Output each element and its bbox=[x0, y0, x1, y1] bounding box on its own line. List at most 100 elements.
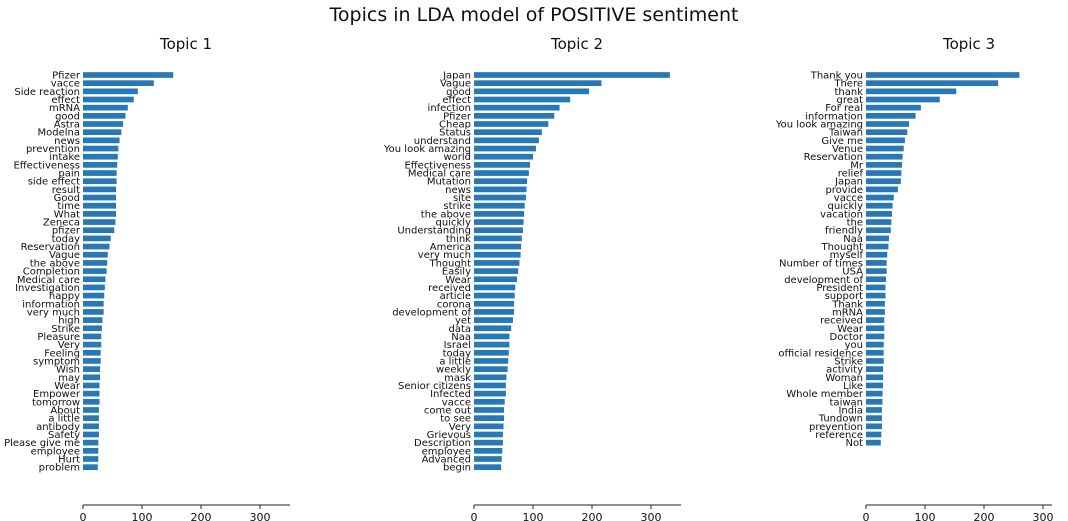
bar bbox=[474, 219, 524, 225]
bar bbox=[474, 202, 525, 209]
category-label: Safety bbox=[48, 430, 80, 441]
category-label: Status bbox=[439, 128, 471, 139]
bar bbox=[83, 145, 119, 152]
category-label: Investigation bbox=[15, 283, 80, 294]
bar bbox=[83, 382, 100, 389]
category-label: Strike bbox=[834, 356, 863, 367]
bar bbox=[474, 439, 503, 446]
bar bbox=[474, 178, 528, 185]
bar bbox=[866, 333, 885, 340]
bar bbox=[866, 260, 887, 266]
bar bbox=[474, 333, 510, 340]
category-label: to see bbox=[440, 414, 471, 425]
bar bbox=[83, 227, 115, 234]
category-label: You look amazing bbox=[383, 144, 471, 155]
bar bbox=[83, 153, 118, 160]
category-label: very much bbox=[27, 307, 80, 318]
category-label: Medical care bbox=[17, 275, 80, 286]
bar bbox=[83, 284, 105, 291]
bar bbox=[474, 374, 507, 381]
bar bbox=[866, 415, 882, 421]
category-label: symptom bbox=[33, 356, 80, 367]
bar bbox=[866, 407, 882, 413]
category-label: mRNA bbox=[832, 307, 863, 318]
x-tick-label: 200 bbox=[974, 511, 995, 521]
panel-title: Topic 1 bbox=[159, 35, 212, 53]
category-label: Japan bbox=[834, 177, 863, 188]
bar bbox=[83, 243, 110, 250]
category-label: Side reaction bbox=[14, 87, 80, 98]
bar bbox=[866, 374, 884, 381]
bar bbox=[83, 374, 101, 381]
category-label: quickly bbox=[436, 218, 472, 229]
category-label: relief bbox=[838, 169, 864, 180]
category-label: very much bbox=[418, 250, 471, 261]
category-label: vacation bbox=[820, 209, 863, 220]
category-label: official residence bbox=[778, 348, 863, 359]
category-label: thank bbox=[834, 87, 863, 98]
category-label: the above bbox=[421, 209, 471, 220]
bar bbox=[474, 88, 590, 95]
category-label: Give me bbox=[821, 136, 863, 147]
bar bbox=[83, 464, 98, 471]
bar bbox=[866, 186, 898, 193]
category-label: Not bbox=[845, 438, 863, 449]
bar bbox=[866, 113, 916, 119]
category-label: Wish bbox=[56, 365, 80, 376]
bar bbox=[83, 317, 103, 323]
category-label: Woman bbox=[825, 373, 863, 384]
panel-title: Topic 3 bbox=[942, 35, 995, 53]
bar bbox=[866, 72, 1020, 78]
category-label: Description bbox=[414, 438, 471, 449]
bar bbox=[83, 104, 128, 111]
bar bbox=[83, 349, 101, 356]
bar bbox=[866, 121, 910, 127]
bar bbox=[83, 407, 99, 413]
x-tick-label: 200 bbox=[191, 511, 212, 521]
x-tick-label: 300 bbox=[1033, 511, 1054, 521]
bar bbox=[474, 300, 515, 307]
category-label: vacce bbox=[834, 193, 863, 204]
bar bbox=[474, 447, 503, 454]
bar bbox=[474, 268, 519, 274]
category-label: Wear bbox=[445, 275, 472, 286]
bar bbox=[474, 341, 510, 348]
bar bbox=[83, 162, 118, 168]
category-label: think bbox=[446, 234, 471, 245]
bar bbox=[83, 113, 126, 119]
bar bbox=[474, 80, 602, 87]
bar bbox=[83, 80, 154, 87]
bar bbox=[866, 88, 957, 95]
category-label: understand bbox=[414, 136, 471, 147]
category-label: Effectiveness bbox=[404, 160, 471, 171]
bar bbox=[83, 96, 134, 103]
bar bbox=[474, 366, 508, 372]
category-label: India bbox=[838, 405, 863, 416]
bar bbox=[83, 178, 117, 185]
bar bbox=[866, 366, 884, 372]
category-label: mask bbox=[444, 373, 471, 384]
category-label: employee bbox=[31, 446, 80, 457]
bar bbox=[474, 325, 512, 332]
bar bbox=[83, 439, 99, 446]
bar bbox=[474, 309, 515, 315]
x-tick-label: 100 bbox=[915, 511, 936, 521]
bar bbox=[83, 170, 117, 176]
category-label: happy bbox=[49, 291, 80, 302]
category-label: Thank you bbox=[810, 71, 863, 82]
category-label: infection bbox=[428, 103, 471, 114]
category-label: article bbox=[440, 291, 471, 302]
bar bbox=[474, 137, 539, 144]
category-label: vacce bbox=[51, 79, 80, 90]
bar bbox=[866, 268, 887, 274]
bar bbox=[474, 113, 555, 119]
category-label: today bbox=[52, 234, 81, 245]
category-label: About bbox=[50, 405, 80, 416]
category-label: Japan bbox=[442, 71, 471, 82]
category-label: Medical care bbox=[408, 169, 471, 180]
bar bbox=[83, 251, 108, 258]
bar bbox=[474, 121, 549, 127]
